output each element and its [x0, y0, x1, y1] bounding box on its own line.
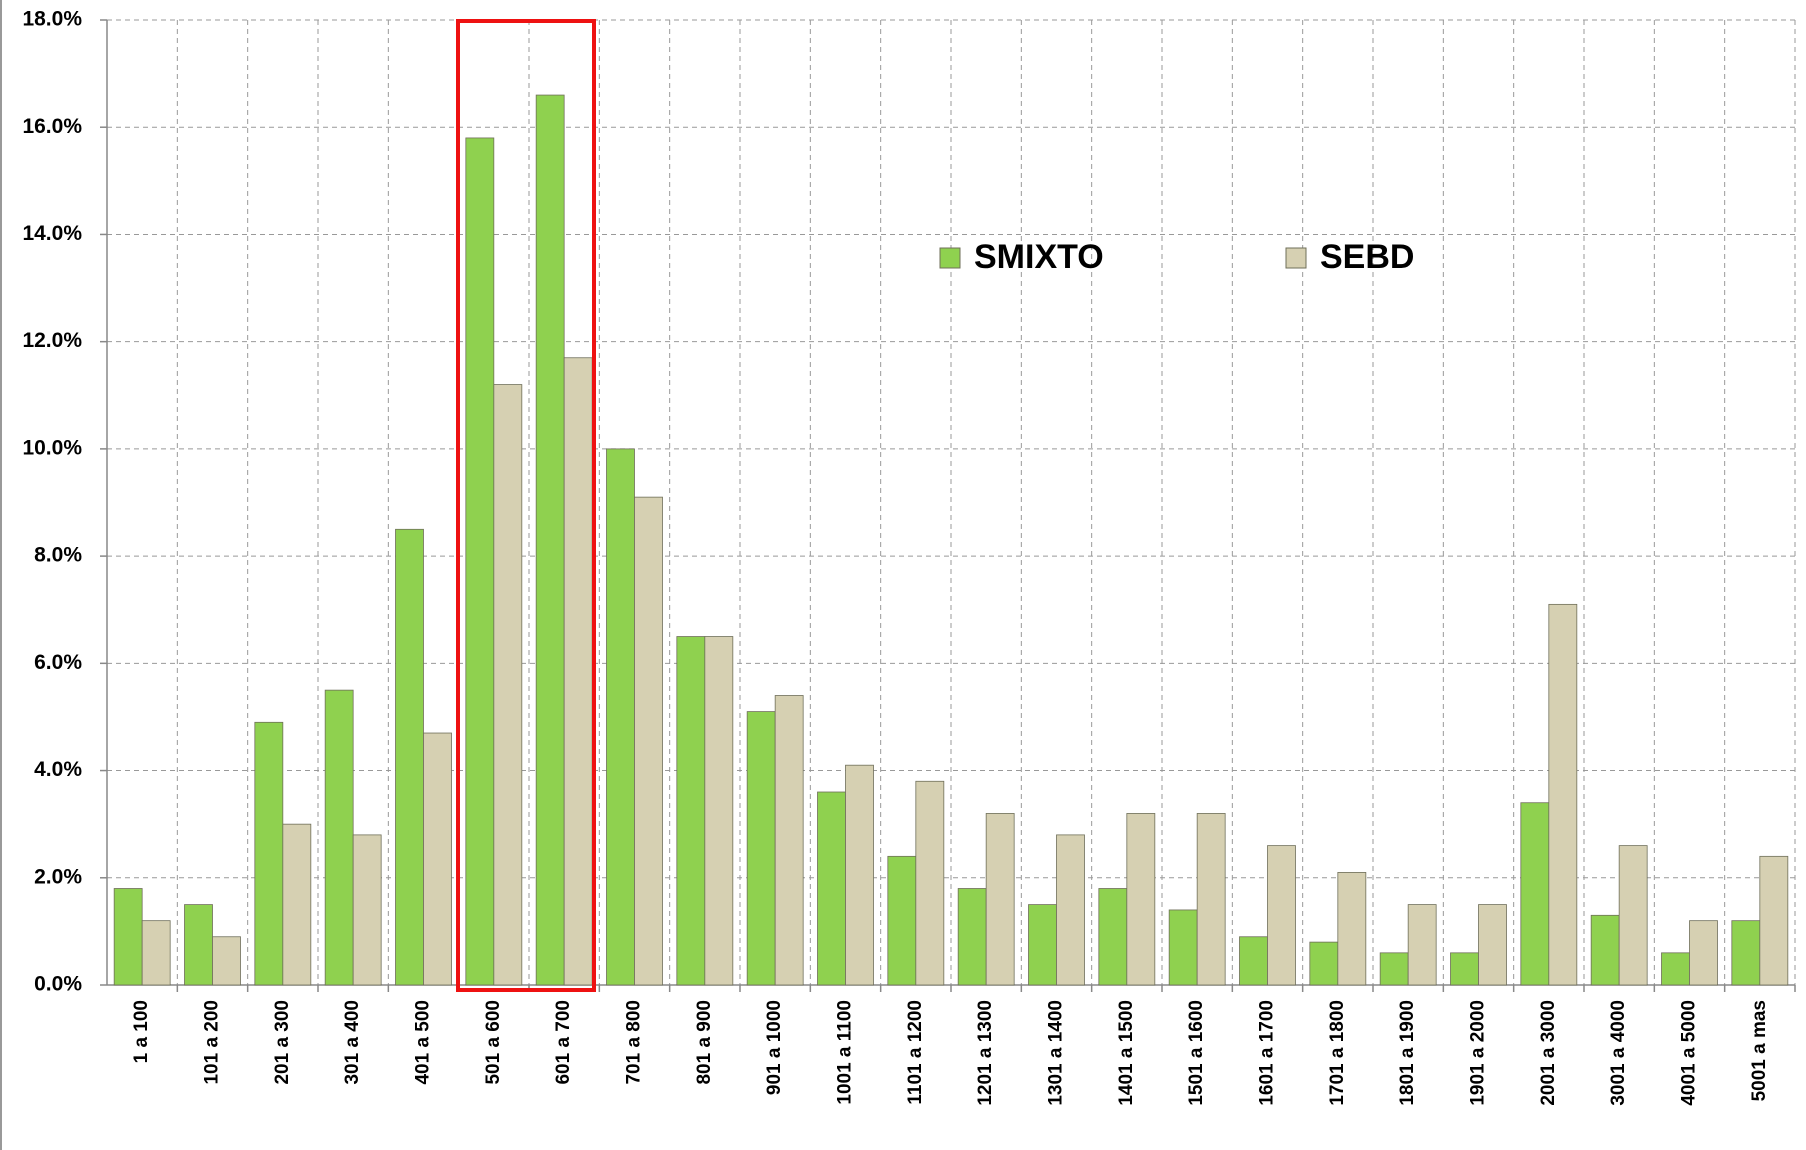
bar [1239, 936, 1268, 986]
bar [1098, 888, 1128, 986]
bar [1196, 813, 1226, 986]
bar [1056, 834, 1085, 986]
bar [817, 791, 846, 986]
x-tick-label: 801 a 900 [694, 1000, 715, 1085]
x-tick-label: 101 a 200 [202, 1000, 223, 1085]
bar [746, 711, 776, 986]
bar [1548, 603, 1578, 986]
y-tick-label: 16.0% [22, 115, 82, 138]
bar [1379, 952, 1409, 986]
bar [1028, 904, 1057, 986]
bar [1520, 802, 1550, 986]
x-tick-label: 3001 a 4000 [1608, 1000, 1629, 1106]
bar [1337, 872, 1367, 986]
plot: 0.0% 2.0% 4.0% 6.0% 8.0% 10.0% 12.0% 14.0% 16.0%… [22, 8, 1796, 1106]
bar [535, 94, 565, 986]
x-tick-label: 601 a 700 [553, 1000, 574, 1085]
bar [465, 137, 495, 986]
y-tick-label: 6.0% [34, 651, 82, 674]
bar [1168, 909, 1198, 986]
x-tick-label: 1601 a 1700 [1257, 1000, 1278, 1106]
bar [985, 813, 1015, 986]
legend-label: SEBD [1320, 238, 1414, 276]
bar [1618, 845, 1648, 986]
bar [957, 888, 987, 986]
bar [141, 920, 171, 986]
bar [1689, 920, 1718, 986]
x-tick-label: 1701 a 1800 [1327, 1000, 1348, 1106]
y-tick-label: 0.0% [34, 973, 82, 996]
bar [634, 496, 663, 986]
y-tick-label: 10.0% [22, 436, 82, 459]
bar [704, 636, 734, 986]
x-tick-label: 1 a 100 [131, 1000, 152, 1063]
x-tick-label: 1501 a 1600 [1186, 1000, 1207, 1106]
bar [1731, 920, 1761, 986]
bar [1407, 904, 1437, 986]
x-tick-label: 1301 a 1400 [1046, 1000, 1067, 1106]
bar [1590, 914, 1620, 986]
x-tick-label: 401 a 500 [413, 1000, 434, 1085]
bar [1126, 813, 1156, 986]
x-tick-label: 1001 a 1100 [835, 1000, 856, 1105]
x-tick-label: 2001 a 3000 [1538, 1000, 1559, 1106]
bar [1267, 845, 1296, 986]
bar [1759, 855, 1789, 986]
x-tick-label: 1101 a 1200 [905, 1000, 926, 1105]
x-tick-label: 201 a 300 [272, 1000, 293, 1085]
legend-swatch [1285, 247, 1307, 269]
bar [1661, 952, 1690, 986]
x-tick-label: 1801 a 1900 [1397, 1000, 1418, 1106]
bar [845, 764, 874, 986]
bar [324, 689, 354, 986]
highlight-box [456, 19, 596, 992]
x-tick-label: 1201 a 1300 [975, 1000, 996, 1106]
legend-swatch [939, 247, 961, 269]
x-tick-label: 4001 a 5000 [1679, 1000, 1700, 1106]
x-tick-label: 901 a 1000 [764, 1000, 785, 1095]
bar [1450, 952, 1479, 986]
bar [493, 384, 523, 986]
y-tick-label: 8.0% [34, 544, 82, 567]
bar [282, 823, 312, 986]
y-tick-label: 4.0% [34, 758, 82, 781]
x-tick-label: 1901 a 2000 [1468, 1000, 1489, 1106]
bar [395, 528, 424, 986]
legend-label: SMIXTO [974, 238, 1104, 276]
bar [774, 695, 804, 986]
x-tick-label: 5001 a mas [1749, 1000, 1770, 1101]
y-tick-label: 2.0% [34, 865, 82, 888]
y-tick-label: 18.0% [22, 8, 82, 31]
bar [563, 357, 593, 986]
bar [887, 855, 917, 986]
x-tick-label: 1401 a 1500 [1116, 1000, 1137, 1106]
bar [254, 721, 284, 986]
bar [1309, 941, 1339, 986]
bar [113, 888, 143, 986]
bar [212, 936, 241, 986]
bar [915, 780, 945, 986]
y-tick-label: 12.0% [22, 329, 82, 352]
x-tick-label: 701 a 800 [624, 1000, 645, 1085]
bar [606, 448, 635, 986]
bar [352, 834, 382, 986]
bar [184, 904, 213, 986]
bar [423, 732, 452, 986]
y-tick-label: 14.0% [22, 222, 82, 245]
bar [676, 636, 706, 986]
x-tick-label: 501 a 600 [483, 1000, 504, 1085]
bar [1478, 904, 1507, 986]
x-tick-label: 301 a 400 [342, 1000, 363, 1085]
